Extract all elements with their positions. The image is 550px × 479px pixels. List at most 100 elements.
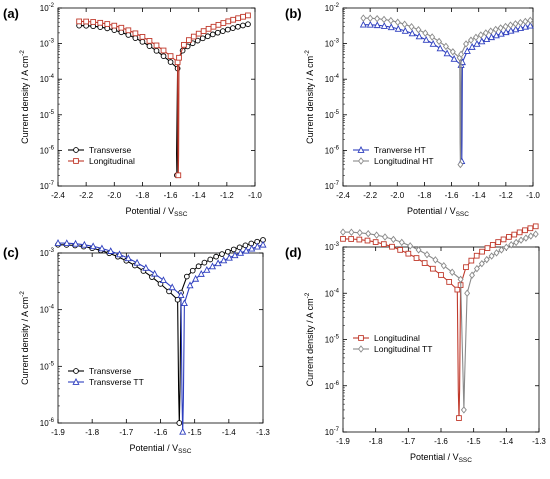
series-transverse xyxy=(55,237,266,426)
legend-label: Longitudinal xyxy=(374,333,420,343)
data-point xyxy=(507,26,515,34)
data-point xyxy=(527,225,534,232)
data-point xyxy=(340,236,346,242)
data-point xyxy=(63,239,71,247)
data-point xyxy=(54,239,62,246)
data-point xyxy=(115,250,124,258)
data-point xyxy=(457,275,464,284)
plot-frame xyxy=(342,7,534,187)
data-point xyxy=(374,14,381,23)
legend-marker xyxy=(358,345,364,353)
data-point xyxy=(389,243,395,250)
data-point xyxy=(174,296,181,303)
data-point xyxy=(356,236,363,243)
y-tick-label: 10-2 xyxy=(40,3,55,13)
data-point xyxy=(366,20,374,28)
data-point xyxy=(139,33,146,40)
data-point xyxy=(125,32,132,38)
data-point xyxy=(516,229,523,236)
x-tick-label: -2.2 xyxy=(363,191,377,200)
y-tick-label: 10-6 xyxy=(40,145,55,155)
data-point xyxy=(467,36,474,44)
data-point xyxy=(133,258,141,266)
data-point xyxy=(248,244,256,252)
y-tick-label: 10-3 xyxy=(40,248,55,258)
data-point xyxy=(225,248,231,255)
legend-marker xyxy=(358,157,364,165)
data-point xyxy=(235,15,241,22)
data-point xyxy=(118,24,125,31)
x-tick-label: -1.3 xyxy=(256,428,270,437)
data-point xyxy=(422,29,429,37)
data-point xyxy=(489,242,496,248)
data-point xyxy=(72,239,80,247)
data-point xyxy=(225,18,232,25)
y-tick-label: 10-4 xyxy=(40,74,55,84)
data-point xyxy=(468,257,475,264)
data-point xyxy=(180,299,188,307)
data-point xyxy=(478,37,486,45)
data-point xyxy=(219,28,226,34)
x-tick-label: -1.8 xyxy=(418,191,432,200)
data-point xyxy=(450,54,458,62)
data-point xyxy=(230,246,237,253)
data-point xyxy=(497,24,504,32)
data-point xyxy=(207,256,214,263)
data-point xyxy=(477,31,484,39)
data-point xyxy=(479,248,485,255)
data-point xyxy=(205,25,212,32)
x-tick-label: -1.8 xyxy=(369,437,383,446)
data-point xyxy=(506,234,512,240)
data-point xyxy=(482,29,489,37)
data-point xyxy=(478,259,485,268)
data-point xyxy=(492,25,499,34)
data-point xyxy=(166,288,172,295)
data-point xyxy=(200,28,207,34)
data-point xyxy=(463,47,471,54)
x-tick-label: -1.2 xyxy=(220,191,234,200)
data-point xyxy=(360,14,367,22)
data-point xyxy=(153,42,160,49)
y-tick-label: 10-4 xyxy=(40,305,55,315)
data-point xyxy=(220,256,228,264)
legend-label: Longitudinal xyxy=(89,156,135,166)
data-point xyxy=(167,53,174,59)
data-point xyxy=(511,231,518,238)
y-tick-label: 10-2 xyxy=(325,3,340,13)
data-point xyxy=(449,48,456,56)
data-point xyxy=(230,25,236,31)
data-point xyxy=(394,18,401,26)
data-point xyxy=(132,35,139,41)
series-longitudinal-ht xyxy=(360,14,534,169)
data-point xyxy=(526,21,534,29)
data-point xyxy=(97,19,104,26)
data-point xyxy=(415,32,423,40)
x-tick-label: -2.0 xyxy=(390,191,404,200)
data-point xyxy=(132,30,139,37)
data-point xyxy=(473,264,480,273)
data-point xyxy=(463,40,469,48)
x-tick-label: -1.4 xyxy=(472,191,486,200)
data-point xyxy=(469,271,476,279)
series-line xyxy=(57,239,264,424)
data-point xyxy=(380,241,387,247)
data-point xyxy=(98,244,106,252)
data-point xyxy=(487,27,494,35)
data-point xyxy=(381,15,387,24)
legend-marker xyxy=(73,368,79,374)
panel-letter: (c) xyxy=(3,245,19,260)
data-point xyxy=(76,18,82,25)
y-tick-label: 10-5 xyxy=(325,110,340,120)
data-point xyxy=(225,26,231,33)
data-point xyxy=(458,50,465,59)
y-axis-title: Current density / A cm-2 xyxy=(19,291,30,385)
data-point xyxy=(512,20,519,28)
data-point xyxy=(340,228,346,236)
x-tick-label: -2.4 xyxy=(51,191,65,200)
y-tick-label: 10-6 xyxy=(325,145,340,155)
data-point xyxy=(508,241,515,249)
data-point xyxy=(111,22,118,29)
data-point xyxy=(436,37,443,46)
